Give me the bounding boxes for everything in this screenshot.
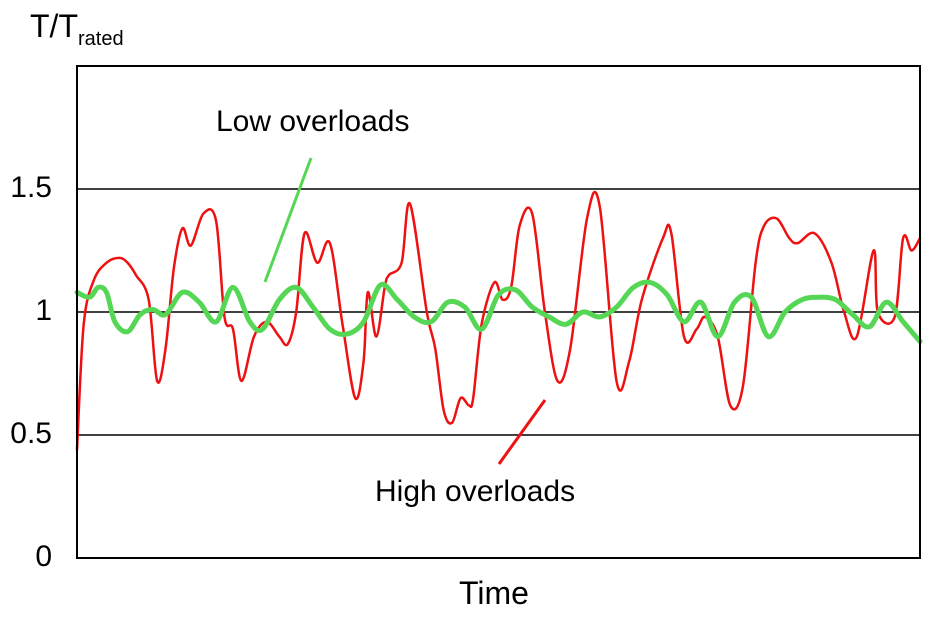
low-overloads-line <box>74 279 923 344</box>
high-overloads-line <box>75 190 922 452</box>
low-overloads-annotation: Low overloads <box>216 105 410 138</box>
annotation-pointers <box>263 157 547 465</box>
y-tick-label: 0.5 <box>10 417 52 450</box>
series-lines <box>74 190 923 452</box>
plot-frame <box>76 65 921 559</box>
y-axis-label: T/Trated <box>30 8 124 50</box>
low-overloads-pointer <box>263 157 313 283</box>
y-tick-label: 0 <box>35 540 52 573</box>
x-axis-label: Time <box>459 575 529 611</box>
y-tick-label: 1.5 <box>10 171 52 204</box>
gridlines <box>77 188 920 436</box>
high-overloads-annotation: High overloads <box>375 475 576 508</box>
high-overloads-pointer <box>497 399 547 465</box>
y-tick-label: 1 <box>35 294 52 327</box>
